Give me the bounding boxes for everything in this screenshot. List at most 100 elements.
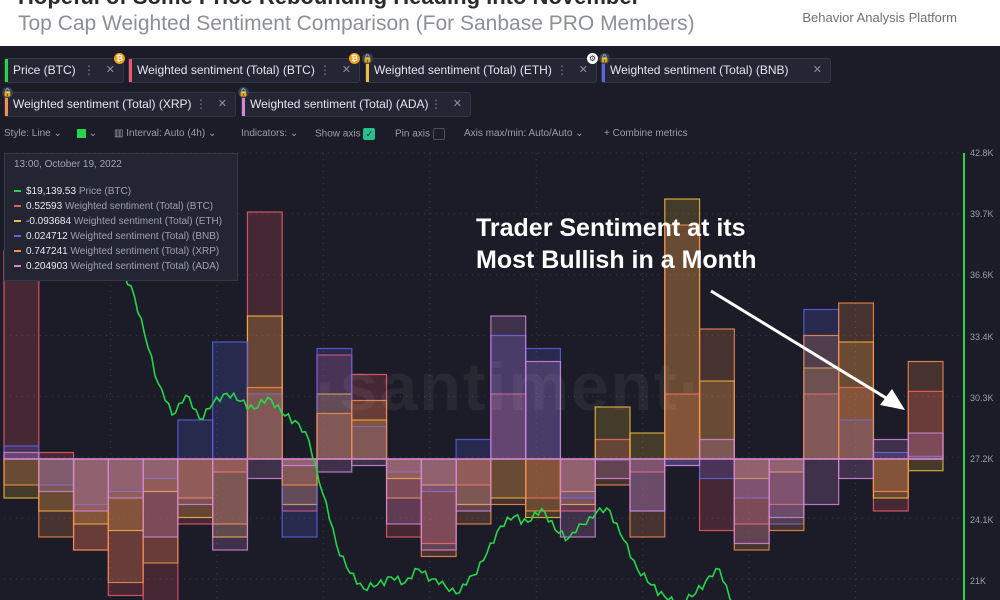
checkbox-empty-icon[interactable]	[432, 128, 445, 140]
indicators-dropdown[interactable]: Indicators: ⌄	[241, 128, 299, 139]
close-icon[interactable]: ✕	[217, 98, 227, 110]
sentiment-bar	[490, 458, 527, 499]
tooltip-row: 0.52593 Weighted sentiment (Total) (BTC)	[14, 201, 213, 212]
sentiment-bar	[733, 458, 770, 551]
sentiment-bar	[72, 458, 109, 525]
metric-pill-sentiment-bnb[interactable]: Weighted sentiment (Total) (BNB) ✕	[601, 58, 831, 83]
y-tick-label: 24.1K	[970, 515, 994, 525]
metric-color-bar	[5, 93, 8, 116]
sentiment-bar	[594, 458, 631, 486]
metric-label: Weighted sentiment (Total) (BTC)	[137, 63, 315, 77]
tooltip-row: 0.747241 Weighted sentiment (Total) (XRP…	[14, 246, 219, 257]
santiment-watermark: ·santiment·	[315, 349, 704, 425]
sentiment-bar	[768, 458, 805, 532]
close-icon[interactable]: ✕	[341, 64, 351, 76]
sentiment-bar	[142, 458, 179, 493]
close-icon[interactable]: ✕	[578, 64, 588, 76]
axis-minmax-dropdown[interactable]: Axis max/min: Auto/Auto ⌄	[464, 128, 584, 139]
series-swatch	[14, 250, 21, 253]
tooltip-series-name: Weighted sentiment (Total) (XRP)	[70, 246, 220, 257]
metric-label: Weighted sentiment (Total) (BNB)	[610, 63, 789, 77]
close-icon[interactable]: ✕	[812, 64, 822, 76]
annotation-text: Trader Sentiment at its Most Bullish in …	[476, 212, 757, 276]
metric-pill-price-btc[interactable]: Price (BTC) ⋮ ✕	[4, 58, 124, 83]
tooltip-row: 0.024712 Weighted sentiment (Total) (BNB…	[14, 231, 219, 242]
sentiment-bar	[351, 425, 388, 460]
show-axis-toggle[interactable]: Show axis ✓	[315, 128, 376, 140]
lock-icon: 🔒	[2, 87, 13, 98]
more-icon[interactable]: ⋮	[319, 63, 331, 77]
tooltip-series-name: Weighted sentiment (Total) (BTC)	[64, 201, 214, 212]
sentiment-bar	[872, 458, 909, 512]
sentiment-bar	[72, 458, 109, 512]
sentiment-bar	[559, 458, 596, 493]
combine-metrics-button[interactable]: + Combine metrics	[604, 128, 688, 139]
more-icon[interactable]: ⋮	[556, 63, 568, 77]
pin-axis-label: Pin axis	[395, 128, 431, 140]
metric-color-bar	[242, 93, 245, 116]
metric-pill-sentiment-xrp[interactable]: Weighted sentiment (Total) (XRP) ⋮ ✕	[4, 92, 236, 117]
sentiment-bar	[872, 438, 909, 460]
annotation-line: Most Bullish in a Month	[476, 246, 757, 274]
sentiment-bar	[559, 458, 596, 538]
price-series	[89, 246, 732, 600]
interval-dropdown[interactable]: ▥ Interval: Auto (4h) ⌄	[114, 128, 217, 139]
sentiment-bar	[38, 458, 75, 538]
style-dropdown[interactable]: Style: Line ⌄	[4, 128, 62, 139]
sentiment-bar	[733, 458, 770, 499]
more-icon[interactable]: ⋮	[195, 97, 207, 111]
sentiment-bar	[525, 360, 562, 460]
sentiment-bar	[664, 224, 701, 460]
sentiment-bands	[3, 198, 944, 600]
sentiment-bar	[490, 393, 527, 460]
more-icon[interactable]: ⋮	[83, 63, 95, 77]
sentiment-bar	[455, 438, 492, 460]
checkbox-checked-icon[interactable]: ✓	[363, 128, 376, 140]
sentiment-bar	[420, 458, 457, 493]
tooltip-value: 0.747241	[26, 246, 68, 257]
sentiment-bar	[3, 451, 40, 460]
sentiment-bar	[177, 458, 214, 499]
sentiment-bar	[316, 458, 353, 473]
series-swatch	[14, 235, 21, 238]
metric-pill-sentiment-btc[interactable]: Weighted sentiment (Total) (BTC) ⋮ ✕	[128, 58, 360, 83]
brand-label: Behavior Analysis Platform	[802, 10, 957, 25]
more-icon[interactable]: ⋮	[430, 97, 442, 111]
sentiment-bar	[768, 458, 805, 519]
sentiment-bar	[803, 458, 840, 506]
sentiment-bar	[281, 458, 318, 486]
sentiment-bar	[420, 458, 457, 551]
sentiment-bar	[107, 458, 144, 597]
lock-icon: 🔒	[362, 53, 373, 64]
metric-pill-sentiment-eth[interactable]: Weighted sentiment (Total) (ETH) ⋮ ✕	[365, 58, 597, 83]
sentiment-bar	[177, 458, 214, 506]
interval-icon: ▥	[114, 128, 124, 139]
sentiment-bar	[664, 458, 701, 467]
tooltip-date: 13:00, October 19, 2022	[14, 159, 122, 170]
tooltip-value: -0.093684	[26, 216, 72, 227]
sentiment-bar	[385, 458, 422, 525]
sentiment-bar	[281, 458, 318, 467]
metric-color-bar	[129, 59, 132, 82]
bitcoin-icon: ₿	[349, 53, 360, 64]
metric-color-bar	[5, 59, 8, 82]
y-tick-label: 33.4K	[970, 332, 994, 342]
color-picker[interactable]: ⌄	[77, 128, 97, 139]
sentiment-bar	[3, 250, 40, 460]
sentiment-bar	[420, 458, 457, 486]
close-icon[interactable]: ✕	[105, 64, 115, 76]
metric-label: Price (BTC)	[13, 63, 76, 77]
pin-axis-toggle[interactable]: Pin axis	[395, 128, 445, 140]
metric-color-bar	[366, 59, 369, 82]
series-swatch	[14, 220, 21, 223]
metric-pill-sentiment-ada[interactable]: Weighted sentiment (Total) (ADA) ⋮ ✕	[241, 92, 471, 117]
sentiment-bar	[38, 458, 75, 493]
close-icon[interactable]: ✕	[452, 98, 462, 110]
sentiment-bar	[455, 458, 492, 512]
tooltip-value: 0.024712	[26, 231, 68, 242]
sentiment-bar	[803, 334, 840, 460]
sentiment-bar	[246, 386, 283, 460]
lock-icon: 🔒	[238, 87, 249, 98]
sentiment-bar	[698, 438, 735, 460]
